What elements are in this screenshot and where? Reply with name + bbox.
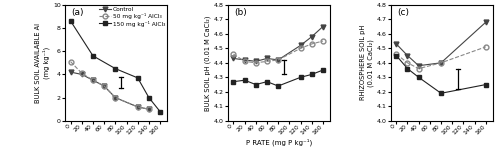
Text: (c): (c) <box>397 8 409 17</box>
Y-axis label: RHIZOSPHERE SOIL pH
(0.01 M CaCl₂): RHIZOSPHERE SOIL pH (0.01 M CaCl₂) <box>360 25 374 100</box>
Legend: Control, 50 mg kg⁻¹ AlCl₃, 150 mg kg⁻¹ AlCl₃: Control, 50 mg kg⁻¹ AlCl₃, 150 mg kg⁻¹ A… <box>98 6 166 27</box>
X-axis label: P RATE (mg P kg⁻¹): P RATE (mg P kg⁻¹) <box>246 138 312 146</box>
Y-axis label: BULK SOIL pH (0.01 M CaCl₂): BULK SOIL pH (0.01 M CaCl₂) <box>204 15 211 111</box>
Text: (a): (a) <box>71 8 84 17</box>
Text: (b): (b) <box>234 8 246 17</box>
Y-axis label: BULK SOIL AVAILABLE Al
(mg kg⁻¹): BULK SOIL AVAILABLE Al (mg kg⁻¹) <box>35 23 50 103</box>
